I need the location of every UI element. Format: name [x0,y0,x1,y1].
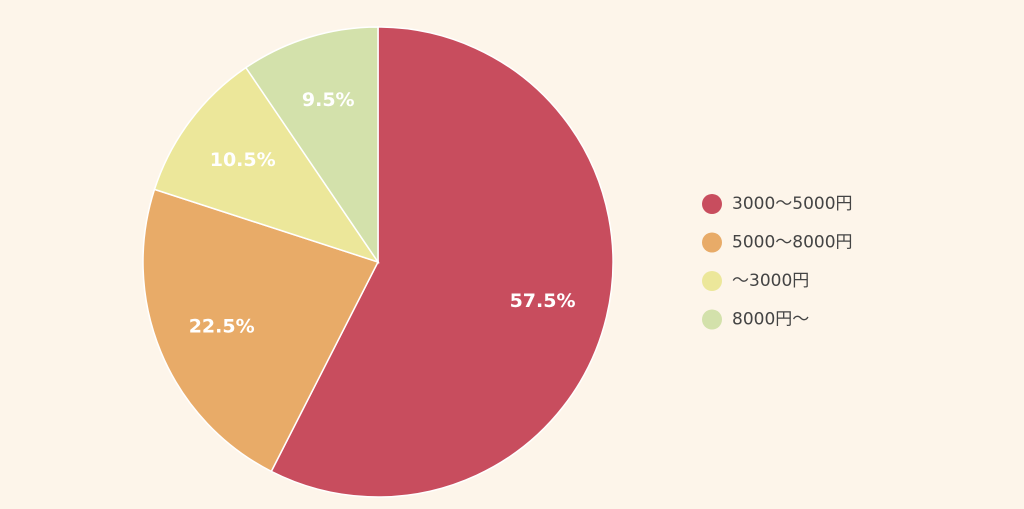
slice-label: 10.5% [210,149,276,171]
legend-label: 〜3000円 [732,271,809,291]
legend-swatch [702,309,722,330]
pie-slice [142,188,380,473]
pie-slice [270,26,614,498]
slice-label: 22.5% [189,315,255,337]
pie-slice [244,26,379,265]
legend-swatch [702,271,722,291]
slice-label: 9.5% [302,89,355,111]
legend-label: 5000〜8000円 [732,233,853,253]
slice-label: 57.5% [510,290,576,312]
legend-label: 3000〜5000円 [732,194,853,214]
legend-swatch [702,232,722,253]
pie-slice [153,66,380,264]
legend-swatch [702,194,722,214]
legend-label: 8000円〜 [732,310,809,330]
